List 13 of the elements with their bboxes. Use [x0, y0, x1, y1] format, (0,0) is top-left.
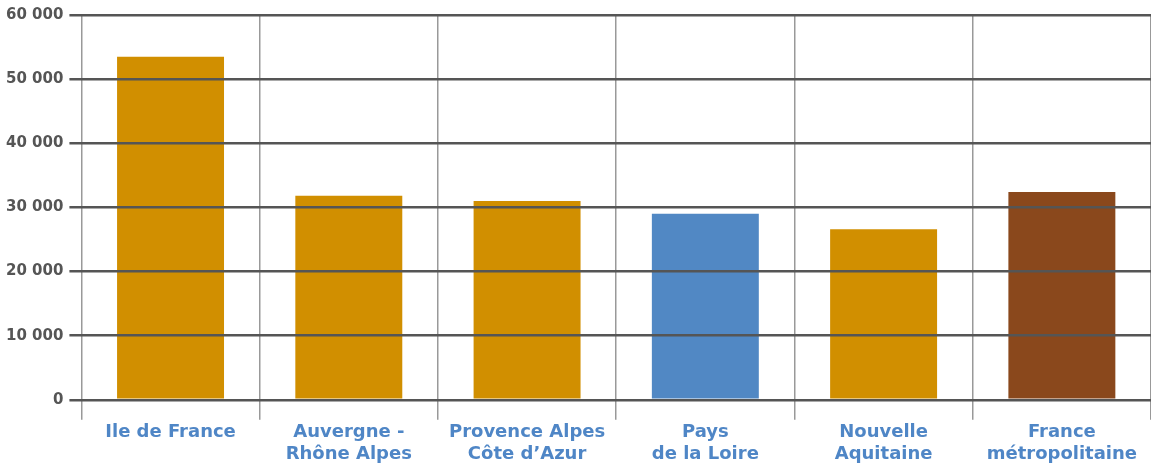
y-tick-label: 30 000 — [5, 197, 64, 216]
y-tick-label: 10 000 — [5, 325, 64, 344]
y-tick-label: 0 — [52, 389, 64, 408]
y-tick-label: 50 000 — [5, 69, 64, 88]
y-tick-label: 60 000 — [5, 4, 64, 23]
x-tick-label: Provence Alpes Côte d’Azur — [448, 420, 606, 463]
x-tick-label: Auvergne - Rhône Alpes — [285, 420, 412, 463]
x-tick-label: Ile de France — [105, 420, 236, 442]
x-tick-label: France métropolitaine — [986, 420, 1138, 463]
x-tick-label: Nouvelle Aquitaine — [834, 420, 933, 463]
y-tick-label: 40 000 — [5, 133, 64, 152]
x-tick-label: Pays de la Loire — [651, 420, 759, 463]
y-tick-label: 20 000 — [5, 261, 64, 280]
